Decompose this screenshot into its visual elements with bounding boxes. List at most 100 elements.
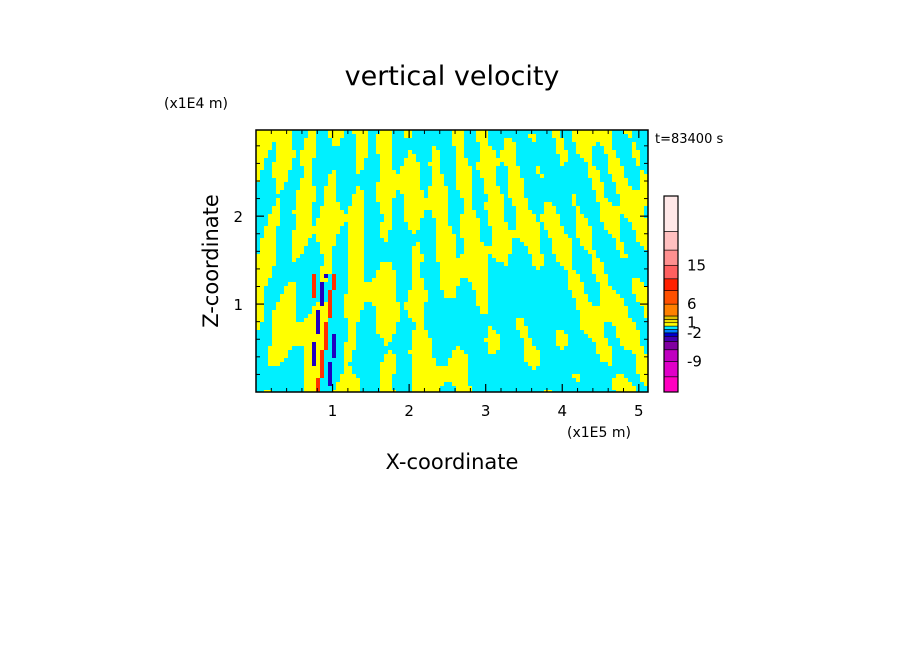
field-cell xyxy=(380,362,396,366)
field-cell xyxy=(268,346,292,350)
field-cell xyxy=(524,342,532,346)
field-cell xyxy=(300,162,312,166)
field-cell xyxy=(404,218,420,222)
field-cell xyxy=(412,262,420,266)
field-cell xyxy=(508,194,524,198)
field-cell xyxy=(572,130,612,134)
x-unit-label: (x1E5 m) xyxy=(567,425,631,441)
field-cell xyxy=(448,362,468,366)
field-cell xyxy=(296,206,312,210)
field-cell xyxy=(624,214,644,218)
field-cell xyxy=(620,254,628,258)
field-cell xyxy=(504,142,516,146)
field-cell xyxy=(264,226,276,230)
field-cell xyxy=(492,238,512,242)
field-cell xyxy=(556,150,568,154)
field-cell xyxy=(272,314,296,318)
field-cell xyxy=(608,162,620,166)
field-cell xyxy=(412,390,440,392)
field-cell xyxy=(632,286,648,290)
field-cell xyxy=(348,318,360,322)
field-cell xyxy=(488,334,500,338)
field-cell xyxy=(596,194,604,198)
field-cell xyxy=(484,202,504,206)
field-cell xyxy=(404,202,448,206)
field-cell xyxy=(412,378,468,382)
field-cell xyxy=(436,246,456,250)
field-cell xyxy=(356,138,368,142)
field-cell xyxy=(508,170,520,174)
field-cell xyxy=(632,226,648,230)
field-cell xyxy=(372,278,396,282)
field-cell xyxy=(348,270,364,274)
field-cell xyxy=(344,294,396,298)
field-cell xyxy=(316,314,320,318)
field-cell xyxy=(344,342,356,346)
field-cell xyxy=(476,166,496,170)
x-tick-label: 3 xyxy=(481,402,491,420)
field-cell xyxy=(480,310,488,314)
field-cell xyxy=(324,198,336,202)
field-cell xyxy=(256,146,272,150)
field-cell xyxy=(636,358,648,362)
field-cell xyxy=(532,262,544,266)
field-cell xyxy=(292,242,308,246)
field-cell xyxy=(460,226,480,230)
field-cell xyxy=(256,154,268,158)
field-cell xyxy=(304,386,316,390)
colorbar-label: 15 xyxy=(687,256,706,274)
field-cell xyxy=(436,250,456,254)
field-cell xyxy=(580,318,632,322)
field-cell xyxy=(380,158,392,162)
field-cell xyxy=(324,190,336,194)
field-cell xyxy=(320,274,324,278)
field-cell xyxy=(328,366,332,370)
field-cell xyxy=(524,346,536,350)
colorbar-band xyxy=(663,195,679,232)
field-cell xyxy=(380,266,392,270)
field-cell xyxy=(380,210,392,214)
field-cell xyxy=(312,350,316,354)
field-cell xyxy=(256,282,268,286)
field-cell xyxy=(644,310,648,314)
field-cell xyxy=(508,166,520,170)
field-cell xyxy=(544,226,564,230)
field-cell xyxy=(316,362,320,366)
field-cell xyxy=(376,194,396,198)
field-cell xyxy=(264,234,276,238)
field-cell xyxy=(348,222,364,226)
field-cell xyxy=(316,378,320,382)
field-cell xyxy=(320,318,328,322)
field-cell xyxy=(576,234,592,238)
field-cell xyxy=(588,250,596,254)
field-cell xyxy=(480,306,488,310)
field-cell xyxy=(432,170,440,174)
field-cell xyxy=(344,362,348,366)
field-cell xyxy=(488,346,500,350)
field-cell xyxy=(608,166,624,170)
field-cell xyxy=(628,218,648,222)
field-cell xyxy=(464,242,484,246)
field-cell xyxy=(456,178,472,182)
field-cell xyxy=(384,238,388,242)
field-cell xyxy=(316,234,336,238)
field-cell xyxy=(576,302,592,306)
field-cell xyxy=(476,290,488,294)
field-cell xyxy=(348,210,364,214)
field-cell xyxy=(404,198,448,202)
field-cell xyxy=(464,238,480,242)
field-cell xyxy=(320,322,324,326)
time-label: t=83400 s xyxy=(655,132,723,147)
field-cell xyxy=(276,302,296,306)
field-cell xyxy=(328,178,336,182)
field-cell xyxy=(636,370,648,374)
field-cell xyxy=(380,390,396,392)
field-cell xyxy=(328,182,336,186)
field-cell xyxy=(300,178,312,182)
field-cell xyxy=(436,238,456,242)
field-cell xyxy=(540,214,560,218)
field-cell xyxy=(640,182,648,186)
field-cell xyxy=(332,342,336,346)
field-cell xyxy=(468,278,488,282)
